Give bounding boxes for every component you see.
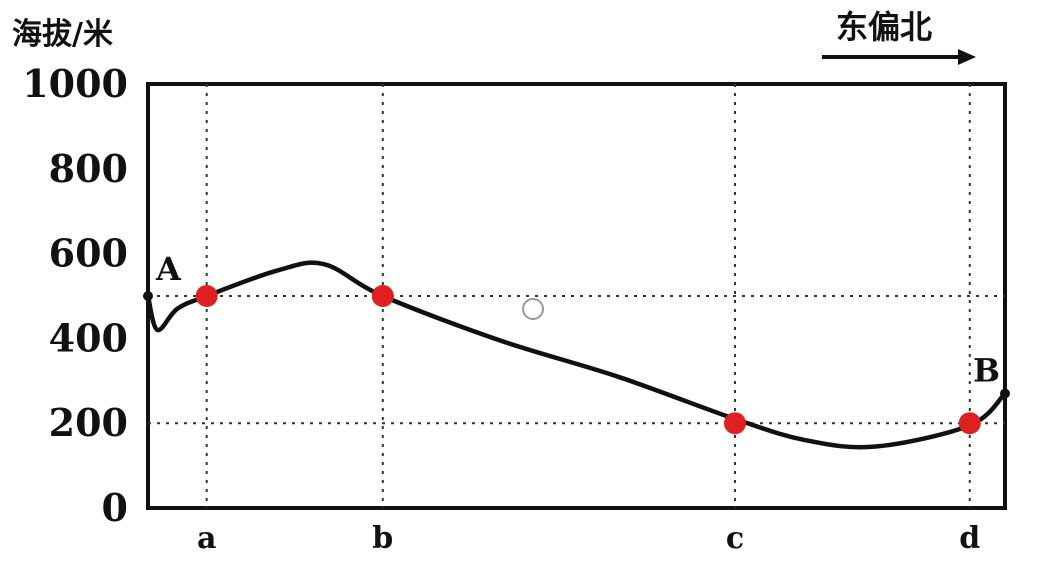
y-tick-label: 600: [49, 231, 128, 276]
direction-label: 东偏北: [836, 8, 932, 46]
y-tick-label: 800: [49, 146, 128, 191]
y-tick-label: 0: [102, 485, 128, 530]
x-category-label: c: [726, 521, 744, 556]
y-tick-label: 400: [49, 315, 128, 360]
x-category-label: d: [959, 521, 980, 556]
data-point-marker: [195, 285, 218, 307]
endpoint-a-dot: [143, 291, 153, 301]
data-point-marker: [958, 412, 981, 435]
plot-area: 1000 800 600 400 200 0 a b c d A B: [22, 61, 1010, 556]
y-tick-label: 200: [49, 400, 128, 445]
x-category-label: b: [372, 521, 393, 556]
endpoint-label: A: [155, 250, 182, 288]
cursor-circle-icon: [522, 298, 544, 320]
y-tick-label: 1000: [22, 61, 128, 106]
endpoint-label: B: [973, 352, 1000, 390]
y-axis-label: 海拔/米: [12, 17, 113, 52]
direction-arrow-head: [958, 49, 976, 65]
x-category-label: a: [197, 521, 216, 556]
elevation-profile-line: [145, 260, 1008, 450]
endpoint-b-dot: [1000, 388, 1010, 399]
data-point-marker: [723, 412, 746, 435]
data-point-marker: [371, 285, 394, 307]
